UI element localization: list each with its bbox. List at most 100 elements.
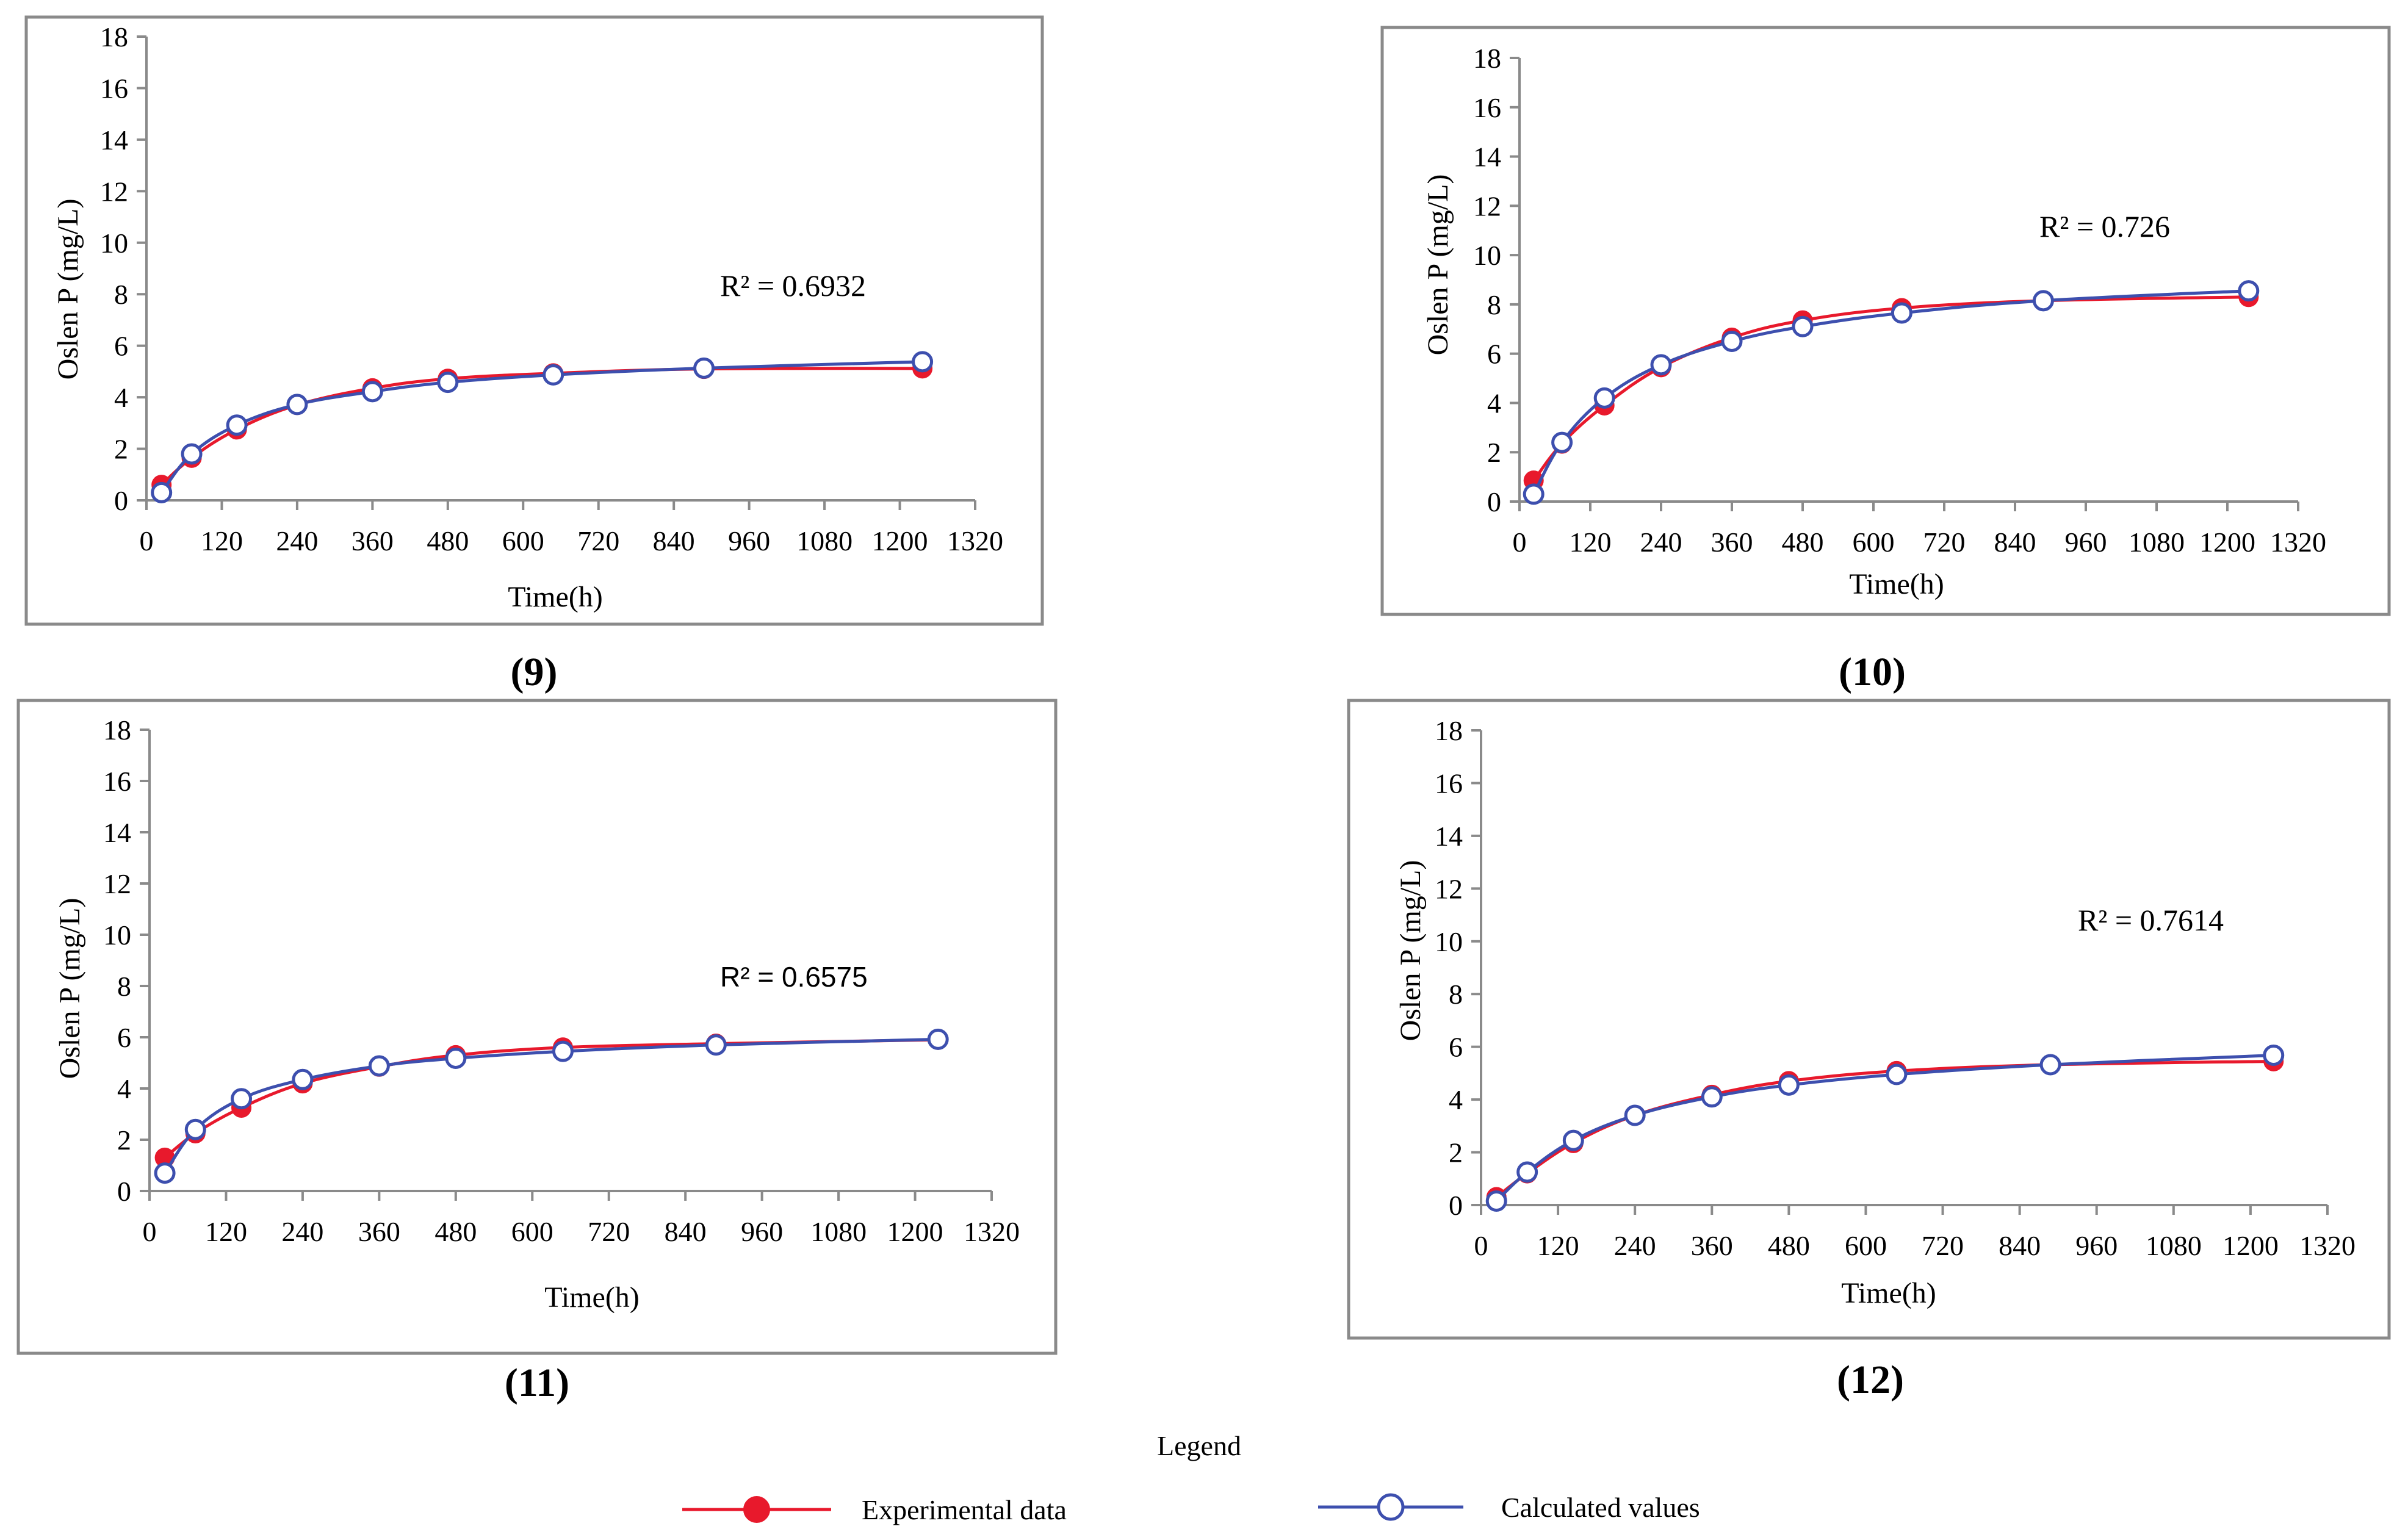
- series-line-calculated: [1495, 1054, 2274, 1203]
- x-tick-label: 0: [143, 1216, 157, 1247]
- x-tick-label: 120: [1570, 527, 1612, 558]
- x-tick-label: 600: [511, 1216, 553, 1247]
- x-tick-label: 1080: [810, 1216, 867, 1247]
- plot-area: 0 2 4 6 8 10 12 14 16 18 0 120 240 360 480 600 720 840 960…: [100, 21, 1003, 556]
- y-tick-label: 2: [1487, 437, 1501, 468]
- x-tick-label: 0: [1474, 1230, 1488, 1261]
- data-point-calculated: [1701, 1086, 1723, 1108]
- y-tick-label: 2: [1449, 1137, 1463, 1168]
- data-point-calculated: [286, 394, 308, 416]
- data-point-calculated: [912, 351, 934, 373]
- x-tick-label: 480: [1768, 1230, 1810, 1261]
- x-tick-label: 1200: [2222, 1230, 2279, 1261]
- y-tick-label: 18: [100, 21, 128, 52]
- x-tick-label: 720: [588, 1216, 630, 1247]
- data-point-calculated: [1562, 1129, 1584, 1151]
- panel-label: (10): [1839, 650, 1906, 694]
- data-point-calculated: [2263, 1044, 2285, 1066]
- x-tick-label: 120: [201, 525, 243, 556]
- r-squared-annotation: R² = 0.726: [2039, 209, 2170, 243]
- data-point-calculated: [151, 481, 173, 503]
- data-point-calculated: [1593, 387, 1615, 409]
- data-point-calculated: [1886, 1063, 1908, 1085]
- series-line-experimental: [1532, 295, 2249, 482]
- x-tick-label: 1200: [2199, 527, 2255, 558]
- x-tick-label: 720: [1922, 1230, 1964, 1261]
- data-point-calculated: [181, 443, 203, 465]
- x-tick-label: 360: [358, 1216, 400, 1247]
- y-axis-label: Oslen P (mg/L): [52, 199, 84, 380]
- x-tick-label: 360: [1691, 1230, 1733, 1261]
- data-point-calculated: [154, 1162, 176, 1184]
- x-tick-label: 240: [1640, 527, 1682, 558]
- panel-frame: [24, 15, 1044, 626]
- y-tick-label: 8: [117, 971, 131, 1002]
- data-point-calculated: [1516, 1161, 1538, 1183]
- data-point-calculated: [1891, 302, 1912, 324]
- y-tick-label: 10: [103, 919, 131, 951]
- y-tick-label: 8: [1487, 289, 1501, 320]
- x-tick-label: 840: [1994, 527, 2036, 558]
- x-tick-label: 840: [1999, 1230, 2041, 1261]
- panel-frame: [1380, 26, 2391, 616]
- r-squared-annotation: R² = 0.6932: [720, 268, 866, 303]
- y-tick-label: 12: [1473, 190, 1501, 221]
- data-point-calculated: [231, 1088, 253, 1110]
- series-line-experimental: [1495, 1059, 2274, 1199]
- data-point-calculated: [543, 364, 564, 386]
- series-line-calculated: [164, 1037, 939, 1175]
- x-tick-label: 480: [427, 525, 469, 556]
- x-tick-label: 480: [434, 1216, 477, 1247]
- y-tick-label: 12: [103, 868, 131, 899]
- x-tick-label: 840: [653, 525, 695, 556]
- chart-panel-11: 0 2 4 6 8 10 12 14 16 18 0 120 240 360 480 600 720 840 960…: [16, 699, 1058, 1405]
- x-tick-label: 600: [502, 525, 544, 556]
- y-tick-label: 8: [1449, 979, 1463, 1010]
- x-tick-label: 120: [1537, 1230, 1579, 1261]
- legend-item-experimental: Experimental data: [682, 1494, 1067, 1525]
- x-tick-label: 1200: [887, 1216, 943, 1247]
- y-tick-label: 10: [1473, 240, 1501, 271]
- y-tick-label: 14: [103, 817, 131, 848]
- series-line-calculated: [160, 360, 923, 494]
- data-point-calculated: [1485, 1190, 1507, 1212]
- x-tick-label: 240: [1614, 1230, 1656, 1261]
- y-tick-label: 2: [117, 1124, 131, 1156]
- x-tick-label: 0: [140, 525, 154, 556]
- x-tick-label: 0: [1513, 527, 1527, 558]
- x-tick-label: 240: [276, 525, 318, 556]
- x-tick-label: 360: [351, 525, 394, 556]
- data-point-calculated: [1792, 315, 1814, 337]
- x-tick-label: 960: [2075, 1230, 2118, 1261]
- data-point-calculated: [1523, 483, 1545, 505]
- data-point-calculated: [2032, 290, 2054, 312]
- panel-label: (11): [505, 1361, 569, 1405]
- y-tick-label: 4: [114, 382, 128, 413]
- y-tick-label: 10: [1435, 926, 1463, 957]
- chart-panel-9: 0 2 4 6 8 10 12 14 16 18 0 120 240 360 480 600 720 840 960…: [24, 15, 1044, 694]
- y-tick-label: 16: [1473, 92, 1501, 123]
- r-squared-annotation: R² = 0.6575: [720, 961, 868, 993]
- x-tick-label: 1320: [2299, 1230, 2356, 1261]
- data-point-calculated: [1551, 431, 1573, 453]
- legend-label: Calculated values: [1501, 1492, 1700, 1523]
- y-tick-label: 6: [1487, 339, 1501, 370]
- data-point-calculated: [1650, 354, 1672, 376]
- data-point-calculated: [1624, 1104, 1646, 1126]
- legend-label: Experimental data: [862, 1494, 1067, 1525]
- data-point-calculated: [445, 1047, 467, 1069]
- y-tick-label: 16: [100, 73, 128, 104]
- x-tick-label: 600: [1845, 1230, 1887, 1261]
- data-point-calculated: [292, 1068, 314, 1090]
- y-tick-label: 8: [114, 279, 128, 310]
- y-tick-label: 0: [117, 1176, 131, 1207]
- y-tick-label: 14: [1473, 142, 1501, 173]
- x-tick-label: 1080: [2129, 527, 2185, 558]
- series-line-calculated: [1532, 289, 2249, 495]
- plot-area: 0 2 4 6 8 10 12 14 16 18 0 120 240 360 480 600 720 840 960…: [1435, 715, 2356, 1261]
- series-line-experimental: [160, 367, 923, 486]
- panel-label: (12): [1837, 1358, 1904, 1402]
- data-point-calculated: [368, 1055, 390, 1077]
- legend-item-calculated: Calculated values: [1318, 1492, 1700, 1523]
- y-tick-label: 4: [1487, 387, 1501, 419]
